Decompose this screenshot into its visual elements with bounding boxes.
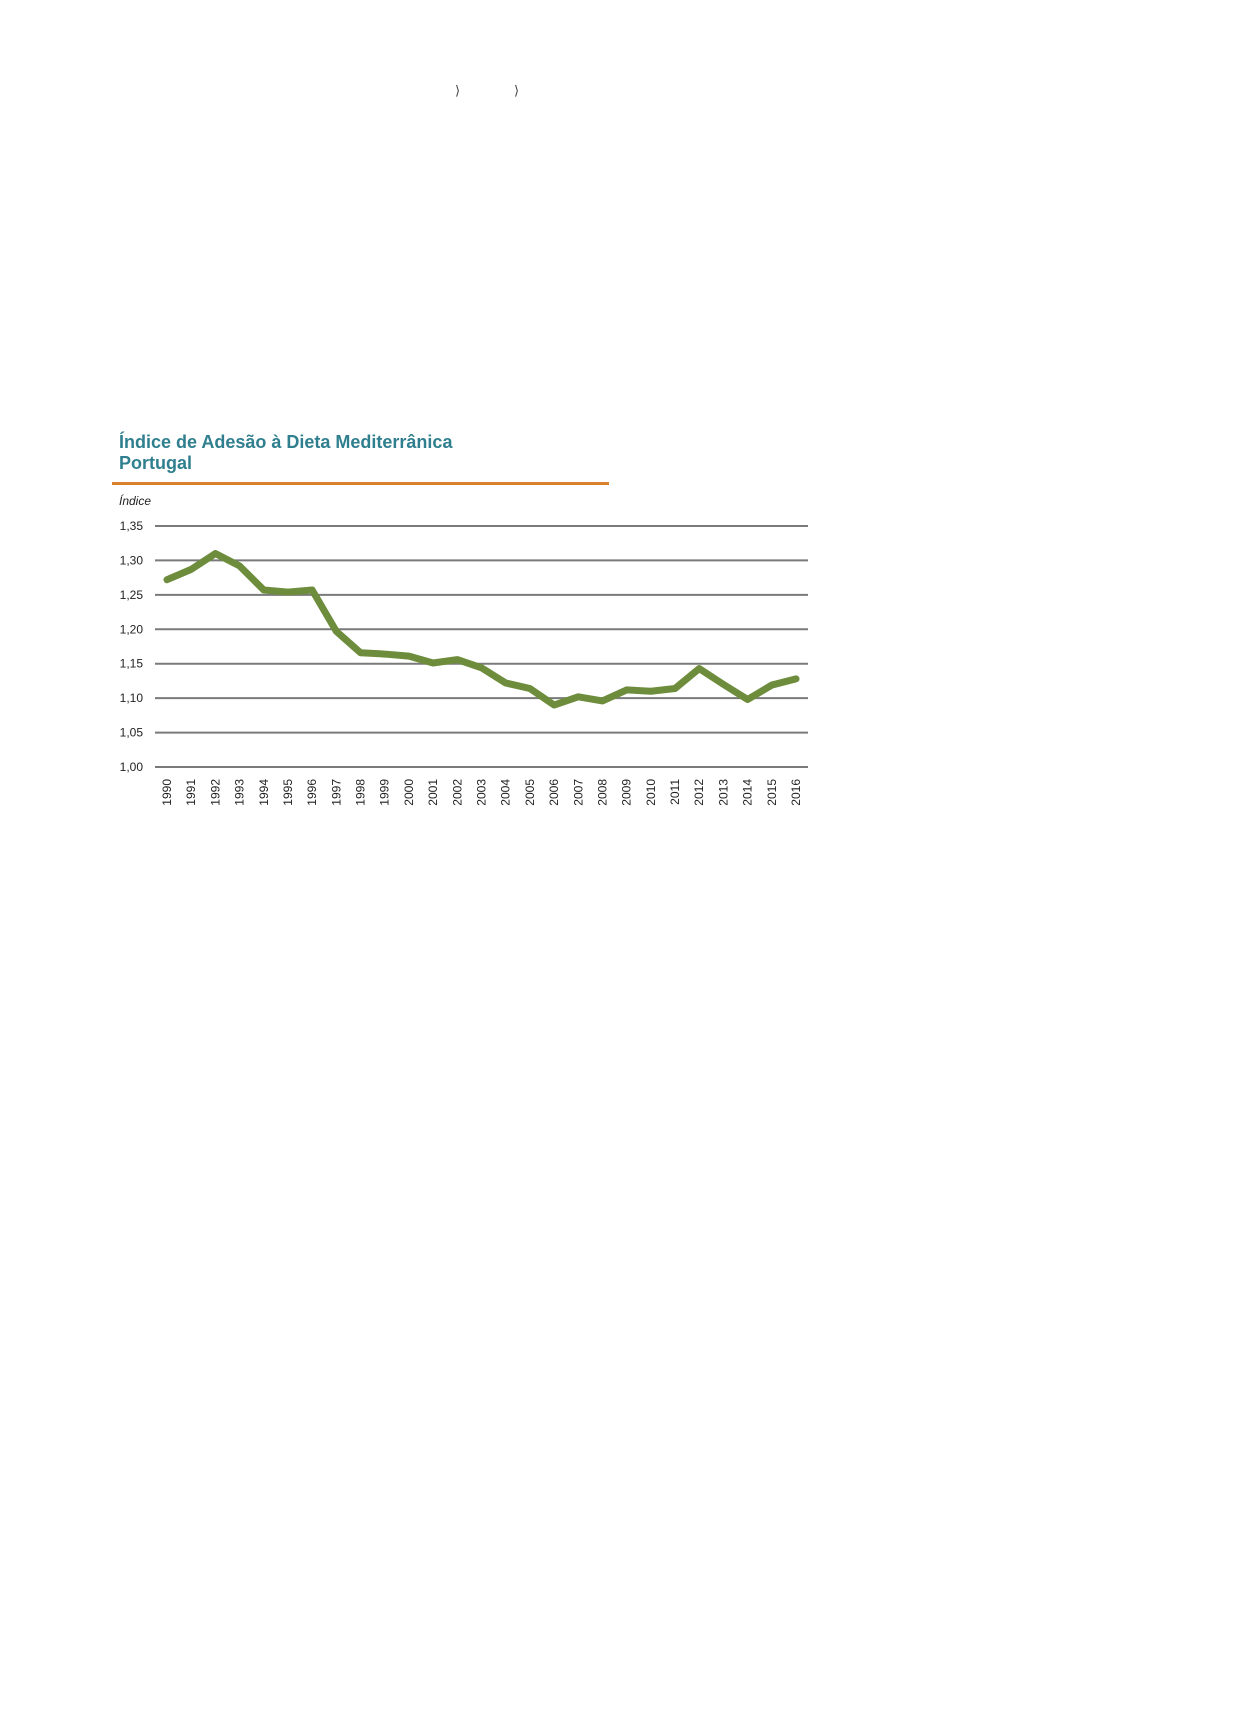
y-tick-label: 1,00 bbox=[120, 760, 144, 774]
x-tick-label: 2016 bbox=[789, 779, 803, 806]
data-point bbox=[696, 665, 703, 672]
data-point bbox=[284, 589, 291, 596]
data-point bbox=[623, 686, 630, 693]
x-tick-label: 1992 bbox=[208, 779, 222, 806]
x-tick-label: 2005 bbox=[523, 779, 537, 806]
page-mark: ⟩ bbox=[455, 84, 461, 99]
y-tick-label: 1,25 bbox=[120, 588, 144, 602]
data-point bbox=[599, 697, 606, 704]
x-tick-label: 2014 bbox=[741, 779, 755, 806]
x-tick-label: 1991 bbox=[184, 779, 198, 806]
x-tick-label: 1998 bbox=[354, 779, 368, 806]
x-tick-label: 2009 bbox=[620, 779, 634, 806]
data-point bbox=[188, 566, 195, 573]
y-tick-label: 1,35 bbox=[120, 519, 144, 533]
x-tick-label: 2004 bbox=[499, 779, 513, 806]
x-tick-label: 2006 bbox=[547, 779, 561, 806]
data-point bbox=[672, 685, 679, 692]
y-tick-label: 1,20 bbox=[120, 622, 144, 636]
y-tick-label: 1,15 bbox=[120, 657, 144, 671]
y-tick-label: 1,05 bbox=[120, 726, 144, 740]
x-tick-label: 1999 bbox=[378, 779, 392, 806]
data-point bbox=[405, 653, 412, 660]
x-tick-label: 2013 bbox=[716, 779, 730, 806]
x-tick-label: 2002 bbox=[450, 779, 464, 806]
grid-layer bbox=[155, 525, 808, 768]
x-tick-label: 2007 bbox=[571, 779, 585, 806]
x-tick-label: 1997 bbox=[329, 779, 343, 806]
x-tick-label: 2003 bbox=[475, 779, 489, 806]
data-point bbox=[333, 628, 340, 635]
data-point bbox=[720, 681, 727, 688]
x-tick-label: 2000 bbox=[402, 779, 416, 806]
page-mark: ⟩ bbox=[514, 84, 520, 99]
data-point bbox=[430, 660, 437, 667]
data-point bbox=[236, 562, 243, 569]
data-point bbox=[502, 679, 509, 686]
x-tick-label: 2001 bbox=[426, 779, 440, 806]
data-point bbox=[768, 682, 775, 689]
data-point bbox=[526, 685, 533, 692]
chart-title: Índice de Adesão à Dieta Mediterrânica bbox=[119, 432, 453, 452]
data-point bbox=[164, 576, 170, 583]
chart-title-block: Índice de Adesão à Dieta Mediterrânica P… bbox=[119, 432, 452, 474]
y-tick-label: 1,10 bbox=[120, 691, 144, 705]
data-point bbox=[309, 587, 316, 594]
x-tick-label: 1995 bbox=[281, 779, 295, 806]
title-divider bbox=[112, 482, 609, 485]
x-axis: 1990 1991 1992 1993 1994 1995 1996 1997 1998 1999… bbox=[160, 779, 803, 806]
data-point bbox=[454, 656, 461, 663]
x-tick-label: 1994 bbox=[257, 779, 271, 806]
data-point bbox=[381, 651, 388, 658]
data-point bbox=[551, 702, 558, 709]
data-point bbox=[793, 675, 799, 682]
data-point bbox=[260, 587, 267, 594]
data-point bbox=[357, 649, 364, 656]
y-tick-label: 1,30 bbox=[120, 553, 144, 567]
x-tick-label: 1990 bbox=[160, 779, 174, 806]
x-tick-label: 2012 bbox=[692, 779, 706, 806]
data-point bbox=[647, 688, 654, 695]
data-point bbox=[212, 550, 219, 557]
data-point bbox=[575, 693, 582, 700]
chart-subtitle: Portugal bbox=[119, 453, 193, 473]
x-tick-label: 1993 bbox=[233, 779, 247, 806]
x-tick-label: 2011 bbox=[668, 779, 682, 805]
series-layer bbox=[163, 550, 800, 709]
x-tick-label: 2015 bbox=[765, 779, 779, 806]
data-point bbox=[744, 696, 751, 703]
y-axis: 1,35 1,30 1,25 1,20 1,15 1,10 1,05 1,00 bbox=[120, 519, 144, 774]
x-tick-label: 2008 bbox=[595, 779, 609, 806]
x-tick-label: 1996 bbox=[305, 779, 319, 806]
y-axis-label: Índice bbox=[119, 493, 151, 508]
data-point bbox=[478, 664, 485, 671]
x-tick-label: 2010 bbox=[644, 779, 658, 806]
